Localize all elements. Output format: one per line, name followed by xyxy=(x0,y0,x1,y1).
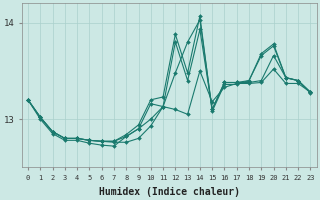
X-axis label: Humidex (Indice chaleur): Humidex (Indice chaleur) xyxy=(99,186,240,197)
